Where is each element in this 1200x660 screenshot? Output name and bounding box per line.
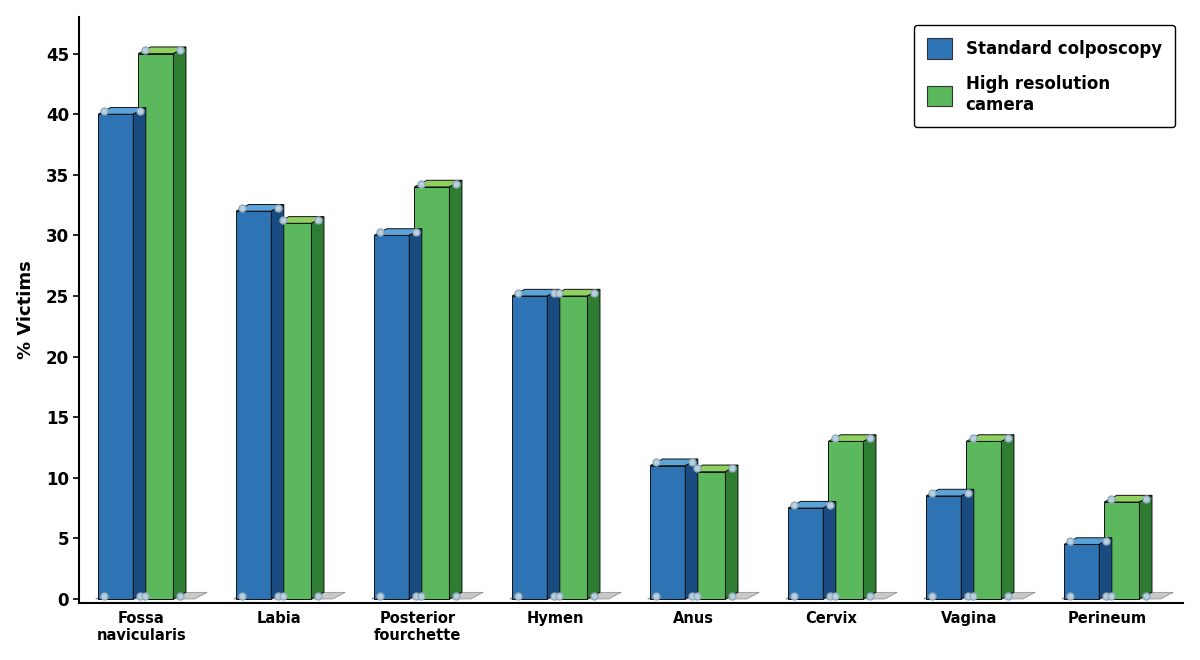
Polygon shape <box>552 289 600 296</box>
Polygon shape <box>174 47 186 599</box>
Polygon shape <box>966 442 1002 599</box>
Polygon shape <box>1140 496 1152 599</box>
Polygon shape <box>547 289 560 599</box>
Polygon shape <box>414 187 450 599</box>
Polygon shape <box>685 459 698 599</box>
Polygon shape <box>512 289 560 296</box>
Polygon shape <box>1064 544 1099 599</box>
Polygon shape <box>374 229 422 236</box>
Polygon shape <box>236 205 284 211</box>
Polygon shape <box>133 108 146 599</box>
Polygon shape <box>828 435 876 442</box>
Polygon shape <box>98 108 146 114</box>
Polygon shape <box>788 502 836 508</box>
Polygon shape <box>552 296 588 599</box>
Polygon shape <box>650 466 685 599</box>
Polygon shape <box>588 289 600 599</box>
Polygon shape <box>234 592 346 599</box>
Polygon shape <box>864 435 876 599</box>
Polygon shape <box>372 592 484 599</box>
Polygon shape <box>271 205 284 599</box>
Polygon shape <box>823 502 836 599</box>
Polygon shape <box>786 592 898 599</box>
Polygon shape <box>276 223 312 599</box>
Polygon shape <box>961 489 974 599</box>
Polygon shape <box>924 592 1036 599</box>
Polygon shape <box>450 180 462 599</box>
Polygon shape <box>828 442 864 599</box>
Polygon shape <box>1064 538 1112 544</box>
Polygon shape <box>726 465 738 599</box>
Polygon shape <box>650 459 698 466</box>
Polygon shape <box>236 211 271 599</box>
Polygon shape <box>926 496 961 599</box>
Polygon shape <box>1099 538 1112 599</box>
Polygon shape <box>96 592 208 599</box>
Polygon shape <box>312 216 324 599</box>
Polygon shape <box>512 296 547 599</box>
Polygon shape <box>788 508 823 599</box>
Polygon shape <box>414 180 462 187</box>
Legend: Standard colposcopy, High resolution
camera: Standard colposcopy, High resolution cam… <box>914 25 1175 127</box>
Polygon shape <box>510 592 622 599</box>
Polygon shape <box>138 53 174 599</box>
Polygon shape <box>1002 435 1014 599</box>
Polygon shape <box>374 236 409 599</box>
Polygon shape <box>1104 496 1152 502</box>
Polygon shape <box>409 229 422 599</box>
Polygon shape <box>926 489 974 496</box>
Polygon shape <box>138 47 186 53</box>
Polygon shape <box>690 472 726 599</box>
Y-axis label: % Victims: % Victims <box>17 260 35 359</box>
Polygon shape <box>690 465 738 472</box>
Polygon shape <box>1062 592 1174 599</box>
Polygon shape <box>1104 502 1140 599</box>
Polygon shape <box>648 592 760 599</box>
Polygon shape <box>966 435 1014 442</box>
Polygon shape <box>276 216 324 223</box>
Polygon shape <box>98 114 133 599</box>
